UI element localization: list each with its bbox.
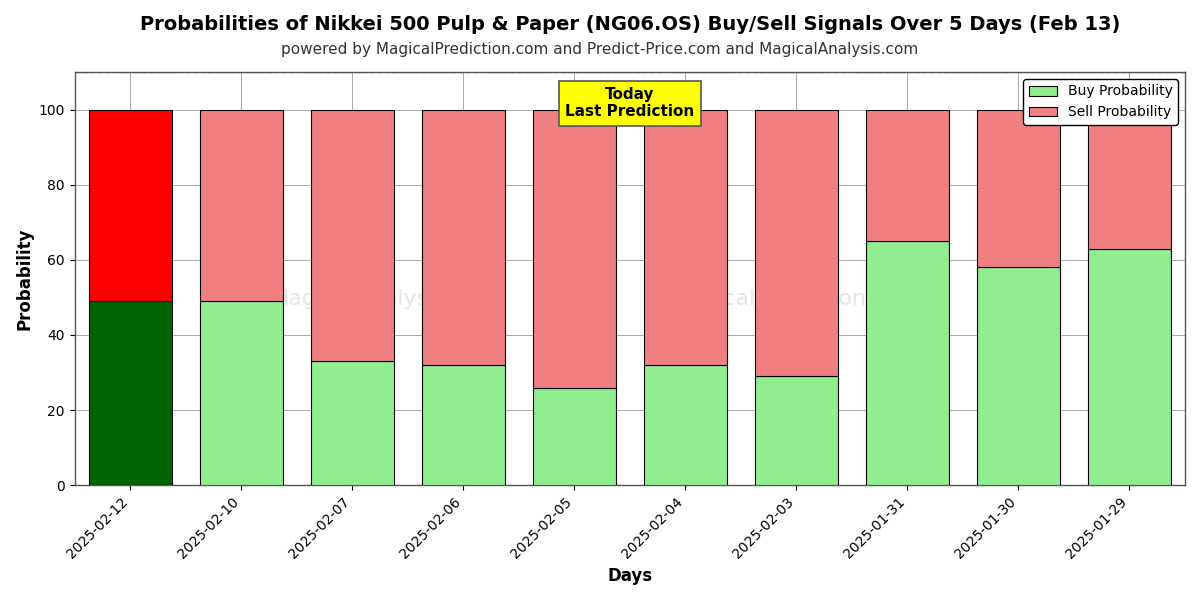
- Title: Probabilities of Nikkei 500 Pulp & Paper (NG06.OS) Buy/Sell Signals Over 5 Days : Probabilities of Nikkei 500 Pulp & Paper…: [139, 16, 1120, 34]
- Bar: [977, 268, 1060, 485]
- Y-axis label: Probability: Probability: [16, 227, 34, 330]
- Bar: [421, 110, 505, 365]
- Bar: [421, 365, 505, 485]
- Bar: [199, 301, 283, 485]
- Bar: [865, 241, 949, 485]
- Bar: [755, 110, 838, 376]
- Bar: [89, 110, 172, 301]
- Bar: [311, 110, 394, 361]
- Bar: [1088, 110, 1171, 248]
- Text: powered by MagicalPrediction.com and Predict-Price.com and MagicalAnalysis.com: powered by MagicalPrediction.com and Pre…: [281, 42, 919, 57]
- Bar: [89, 301, 172, 485]
- Bar: [865, 110, 949, 241]
- Text: MagicalPrediction.com: MagicalPrediction.com: [671, 289, 922, 309]
- Bar: [1088, 248, 1171, 485]
- Bar: [643, 110, 727, 365]
- Bar: [977, 110, 1060, 268]
- X-axis label: Days: Days: [607, 567, 653, 585]
- Bar: [643, 365, 727, 485]
- Text: Today
Last Prediction: Today Last Prediction: [565, 87, 695, 119]
- Bar: [533, 110, 616, 388]
- Bar: [311, 361, 394, 485]
- Bar: [533, 388, 616, 485]
- Bar: [755, 376, 838, 485]
- Text: MagicalAnalysis.com: MagicalAnalysis.com: [270, 289, 502, 309]
- Bar: [199, 110, 283, 301]
- Legend: Buy Probability, Sell Probability: Buy Probability, Sell Probability: [1024, 79, 1178, 125]
